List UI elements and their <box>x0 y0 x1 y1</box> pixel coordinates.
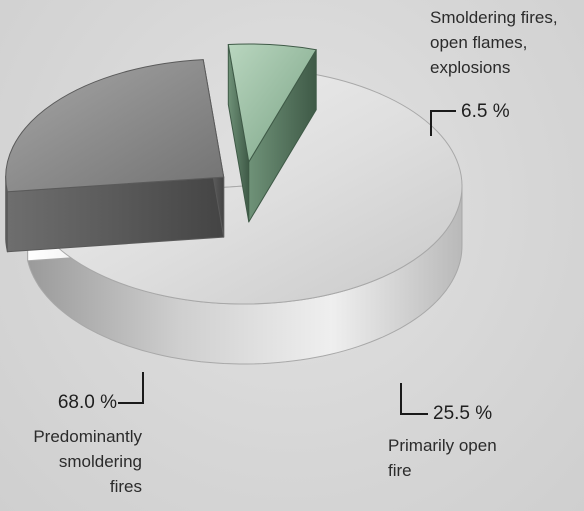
leader-line-slice-1 <box>400 383 428 415</box>
slice-2-label-line-3: explosions <box>430 58 511 77</box>
pie-slice-2-top <box>227 43 317 163</box>
slice-1-label-line-2: fire <box>388 461 412 480</box>
slice-0-label-line-3: fires <box>109 477 142 496</box>
slice-2-value-label: 6.5 % <box>461 101 510 122</box>
slice-2-label-line-1: Smoldering fires, <box>430 8 558 27</box>
slice-1-label: Primarily open fire <box>388 433 578 483</box>
pie-slice-1 <box>5 59 225 253</box>
slice-2-label-line-2: open flames, <box>430 33 528 52</box>
slice-0-value-label: 68.0 % <box>57 392 117 413</box>
slice-1-label-line-1: Primarily open <box>388 436 497 455</box>
slice-0-label-line-2: smoldering <box>58 452 142 471</box>
slice-0-label-line-1: Predominantly <box>33 427 142 446</box>
leader-line-slice-2 <box>430 110 456 136</box>
pie-slice-2 <box>227 43 317 223</box>
slice-0-label: Predominantly smoldering fires <box>0 424 142 499</box>
slice-1-value-label: 25.5 % <box>433 403 493 424</box>
pie-slice-1-top <box>5 59 225 193</box>
slice-2-label: Smoldering fires, open flames, explosion… <box>430 5 584 80</box>
leader-line-slice-0 <box>118 372 144 404</box>
